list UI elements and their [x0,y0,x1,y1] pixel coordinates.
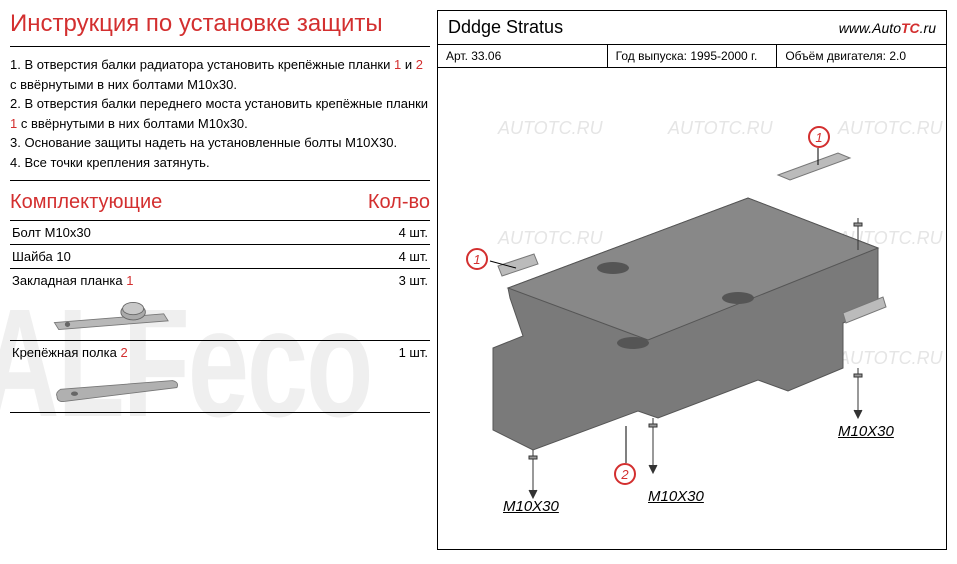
callout-1b: 1 [466,248,488,270]
logo-tc: TC [901,20,920,36]
page-title: Инструкция по установке защиты [10,10,430,47]
divider [10,412,430,413]
logo-post: .ru [920,20,936,36]
bolt-label-2: M10X30 [648,488,704,505]
row-qty: 3 шт. [399,273,428,288]
step1-and: и [401,57,416,72]
step1-red2: 2 [416,57,423,72]
right-header: Dddge Stratus www.AutoTC.ru [438,11,946,45]
table-row: Болт М10х30 4 шт. [10,221,430,245]
plank2-red: 2 [120,345,127,360]
plank1-illustration [50,296,190,336]
plate-svg [438,68,948,528]
right-meta: Арт. 33.06 Год выпуска: 1995-2000 г. Объ… [438,45,946,68]
left-column: Инструкция по установке защиты 1. В отве… [10,10,430,413]
row-name: Болт М10х30 [12,225,91,240]
step2-post: с ввёрнутыми в них болтами М10х30. [17,116,248,131]
site-logo: www.AutoTC.ru [839,20,936,36]
row-qty: 4 шт. [399,249,428,264]
table-row: Шайба 10 4 шт. [10,245,430,269]
components-table: Болт М10х30 4 шт. Шайба 10 4 шт. Закладн… [10,221,430,413]
row-name: Закладная планка 1 [12,273,133,288]
table-row: Закладная планка 1 3 шт. [10,269,430,292]
plank2-illustration [50,368,190,408]
components-header: Комплектующие Кол-во [10,181,430,221]
bolt-label-3: M10X30 [838,423,894,440]
meta-year: Год выпуска: 1995-2000 г. [608,45,778,67]
step1-pre: 1. В отверстия балки радиатора установит… [10,57,394,72]
step1-post: с ввёрнутыми в них болтами М10х30. [10,77,237,92]
meta-engine: Объём двигателя: 2.0 [777,45,946,67]
callout-2: 2 [614,463,636,485]
step-1: 1. В отверстия балки радиатора установит… [10,55,430,94]
bolt-label-1: M10X30 [503,498,559,515]
meta-art: Арт. 33.06 [438,45,608,67]
step-3: 3. Основание защиты надеть на установлен… [10,133,430,153]
right-panel: Dddge Stratus www.AutoTC.ru Арт. 33.06 Г… [437,10,947,550]
step2-pre: 2. В отверстия балки переднего моста уст… [10,96,428,111]
row-qty: 1 шт. [399,345,428,360]
plank1-red: 1 [126,273,133,288]
page: ALFeco Инструкция по установке защиты 1.… [0,0,957,564]
row-name: Крепёжная полка 2 [12,345,128,360]
row-qty: 4 шт. [399,225,428,240]
diagram: AUTOTC.RU AUTOTC.RU AUTOTC.RU AUTOTC.RU … [438,68,946,528]
step-2: 2. В отверстия балки переднего моста уст… [10,94,430,133]
instructions-block: 1. В отверстия балки радиатора установит… [10,47,430,181]
logo-pre: www.Auto [839,20,901,36]
step-4: 4. Все точки крепления затянуть. [10,153,430,173]
plank1-name: Закладная планка [12,273,126,288]
row-name: Шайба 10 [12,249,71,264]
components-qty-title: Кол-во [368,191,430,214]
model-name: Dddge Stratus [448,17,563,38]
components-title: Комплектующие [10,191,162,214]
callout-1a: 1 [808,126,830,148]
table-row: Крепёжная полка 2 1 шт. [10,341,430,364]
plank2-name: Крепёжная полка [12,345,120,360]
